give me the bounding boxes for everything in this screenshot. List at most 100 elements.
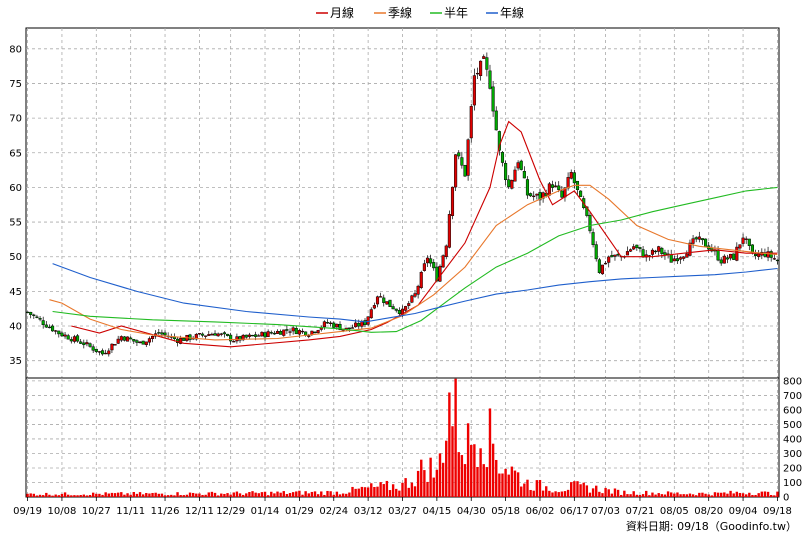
volume-bar xyxy=(538,479,542,497)
volume-bar xyxy=(741,493,745,497)
volume-bar xyxy=(126,493,129,497)
candle xyxy=(413,290,417,298)
candle xyxy=(638,247,642,252)
volume-bar xyxy=(473,444,476,497)
volume-tick-label: 100 xyxy=(783,478,802,489)
candle xyxy=(454,154,458,191)
candle xyxy=(141,340,145,345)
volume-bar xyxy=(760,491,764,497)
volume-bar xyxy=(441,462,445,497)
volume-bar xyxy=(751,495,754,497)
volume-bar xyxy=(366,487,370,497)
volume-bar xyxy=(719,492,723,497)
candle xyxy=(63,331,67,339)
volume-bar xyxy=(213,492,217,497)
volume-bar xyxy=(529,489,532,497)
volume-bar xyxy=(248,492,251,497)
volume-bar xyxy=(626,494,629,497)
candle xyxy=(104,349,108,355)
volume-bar xyxy=(541,490,545,497)
volume-bar xyxy=(285,494,289,497)
volume-bar xyxy=(620,494,623,497)
candle xyxy=(629,248,633,253)
candle xyxy=(379,292,383,298)
candle xyxy=(210,332,214,336)
candle xyxy=(722,254,726,264)
volume-bar xyxy=(373,487,376,497)
volume-bar xyxy=(501,473,504,497)
candle xyxy=(519,159,523,171)
volume-bar xyxy=(548,490,551,497)
x-tick-label: 09/18 xyxy=(763,506,792,517)
volume-bar xyxy=(648,495,651,497)
volume-bar xyxy=(701,492,704,497)
candle xyxy=(510,179,514,190)
candle xyxy=(54,329,58,335)
candle xyxy=(216,332,220,337)
volume-bar xyxy=(220,493,223,497)
volume-bar xyxy=(238,493,242,497)
candle xyxy=(488,64,492,90)
x-axis: 09/19 10/08 10/27 11/11 11/26 12/11 12/29 01/14… xyxy=(13,497,792,517)
candle xyxy=(382,294,386,307)
x-tick-label: 12/11 xyxy=(185,506,214,517)
volume-bar xyxy=(595,485,598,497)
candle xyxy=(685,250,689,258)
volume-bar xyxy=(123,494,126,497)
candle xyxy=(600,264,605,275)
candle xyxy=(369,307,373,319)
candle xyxy=(260,331,264,337)
price-tick-label: 55 xyxy=(9,218,22,229)
volume-bar xyxy=(726,493,729,497)
candle xyxy=(447,210,451,249)
candle xyxy=(325,319,330,324)
x-tick-label: 10/27 xyxy=(82,506,111,517)
volume-bar xyxy=(32,493,36,497)
volume-bar xyxy=(576,481,579,497)
candle xyxy=(532,191,536,201)
volume-bar xyxy=(748,492,751,497)
volume-bar xyxy=(241,494,245,497)
volume-bar xyxy=(466,423,470,497)
volume-bar xyxy=(663,494,667,497)
volume-bar xyxy=(641,494,645,497)
volume-bar xyxy=(263,491,267,497)
volume-bar xyxy=(713,492,717,497)
candle xyxy=(607,255,611,268)
volume-bar xyxy=(485,467,489,497)
candle xyxy=(138,340,142,344)
volume-bar xyxy=(685,494,689,497)
candle xyxy=(450,186,455,220)
volume-bar xyxy=(226,493,229,497)
volume-bar xyxy=(498,473,501,497)
candle xyxy=(460,151,464,169)
x-tick-label: 08/05 xyxy=(660,506,689,517)
volume-bar xyxy=(638,494,642,497)
candle xyxy=(507,175,511,189)
x-tick-label: 09/19 xyxy=(13,506,42,517)
volume-bar xyxy=(135,493,139,497)
candle xyxy=(675,254,680,264)
x-tick-label: 04/15 xyxy=(422,506,451,517)
price-tick-label: 80 xyxy=(9,44,22,55)
volume-bar xyxy=(744,494,748,497)
candle xyxy=(157,328,161,335)
x-tick-label: 12/29 xyxy=(216,506,245,517)
volume-bar xyxy=(754,494,757,497)
volume-bar xyxy=(73,495,76,497)
candle xyxy=(700,238,705,245)
x-tick-label: 06/02 xyxy=(526,506,555,517)
candle xyxy=(422,259,426,272)
volume-bar xyxy=(173,495,176,497)
volume-bar xyxy=(288,493,292,497)
volume-bar xyxy=(710,495,714,497)
candle xyxy=(504,160,508,186)
candle xyxy=(41,316,45,329)
volume-bar xyxy=(82,494,86,497)
candle xyxy=(197,332,201,335)
volume-bar xyxy=(545,486,548,497)
candle xyxy=(129,336,133,340)
volume-bar xyxy=(210,491,214,497)
volume-bar xyxy=(201,494,204,497)
candle xyxy=(463,164,467,177)
